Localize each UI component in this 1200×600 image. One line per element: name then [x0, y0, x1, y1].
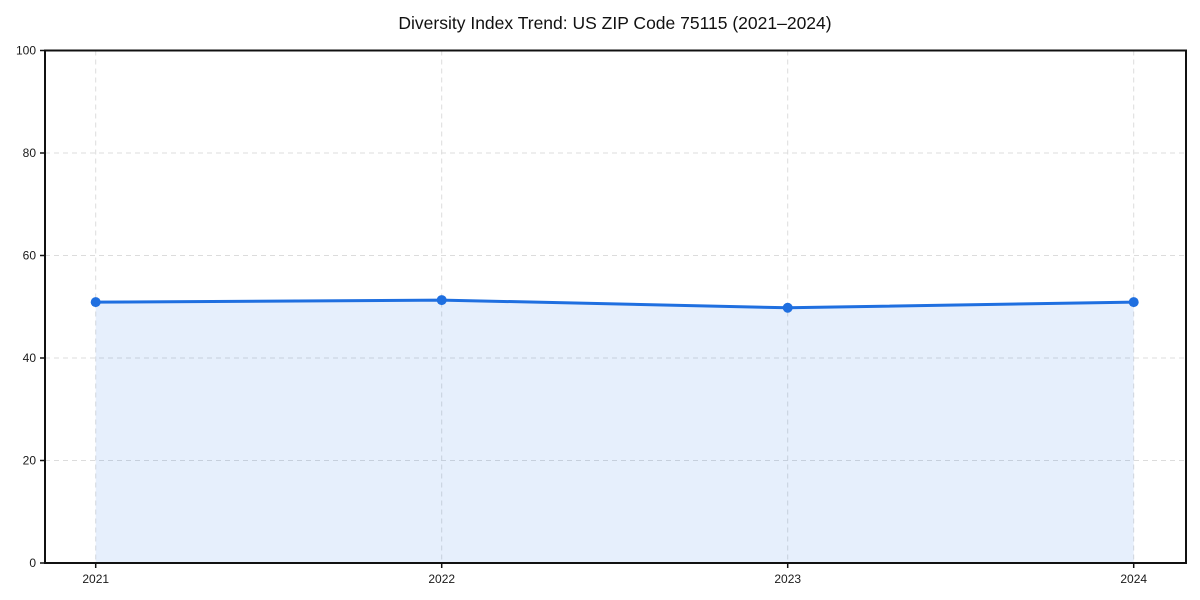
- trend-line: [94, 298, 1136, 310]
- area-fill: [95, 300, 1134, 563]
- chart-title: Diversity Index Trend: US ZIP Code 75115…: [398, 13, 831, 33]
- y-tick-label: 20: [23, 454, 37, 468]
- x-tick-label: 2024: [1120, 572, 1147, 586]
- x-tick-label: 2021: [82, 572, 109, 586]
- plot-area: 0 20 40 60 80 100 2021 2022 2023 2024: [16, 44, 1187, 586]
- x-tick-label: 2023: [774, 572, 801, 586]
- data-point-2021: [90, 297, 101, 308]
- y-tick-label: 40: [23, 351, 37, 365]
- y-tick-label: 60: [23, 249, 37, 263]
- data-point-2022: [436, 295, 447, 306]
- data-point-2023: [782, 302, 793, 313]
- y-tick-label: 100: [16, 44, 36, 58]
- y-tick-label: 80: [23, 146, 37, 160]
- axes-frame: [44, 49, 1187, 564]
- data-point-2024: [1128, 297, 1139, 308]
- x-tick-label: 2022: [428, 572, 455, 586]
- y-tick-label: 0: [29, 556, 36, 570]
